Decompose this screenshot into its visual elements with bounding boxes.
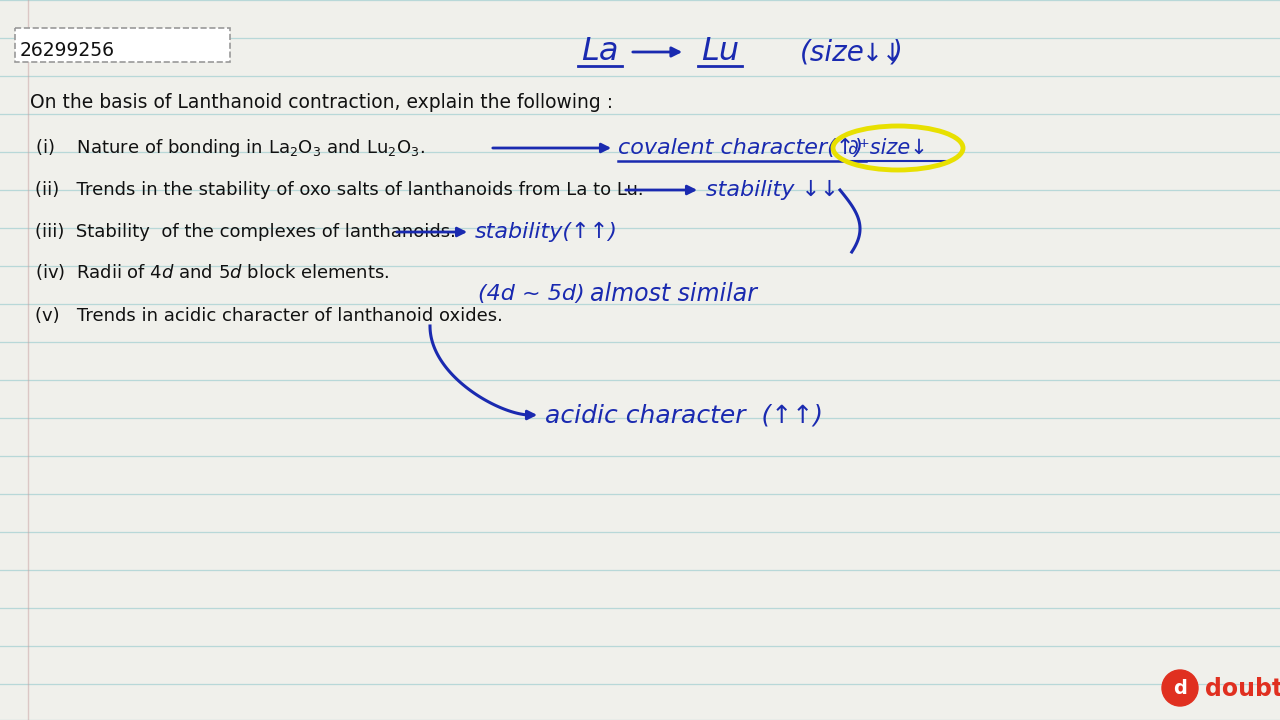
Text: ↓↓: ↓↓ <box>861 42 904 66</box>
Text: (iv)  Radii of 4$d$ and 5$d$ block elements.: (iv) Radii of 4$d$ and 5$d$ block elemen… <box>35 262 389 282</box>
Circle shape <box>1162 670 1198 706</box>
Text: ): ) <box>892 38 902 66</box>
Text: ∂⁺size↓: ∂⁺size↓ <box>849 138 928 158</box>
Text: (iii)  Stability  of the complexes of lanthanoids.: (iii) Stability of the complexes of lant… <box>35 223 456 241</box>
Text: acidic character  (↑↑): acidic character (↑↑) <box>545 403 823 427</box>
Text: (v)   Trends in acidic character of lanthanoid oxides.: (v) Trends in acidic character of lantha… <box>35 307 503 325</box>
Text: Lu: Lu <box>701 37 739 68</box>
Text: On the basis of Lanthanoid contraction, explain the following :: On the basis of Lanthanoid contraction, … <box>29 94 613 112</box>
Text: stability ↓↓: stability ↓↓ <box>707 180 838 200</box>
Text: almost similar: almost similar <box>590 282 756 306</box>
Text: La: La <box>581 37 618 68</box>
Text: 26299256: 26299256 <box>20 42 115 60</box>
Text: d: d <box>1172 680 1187 698</box>
Text: (i)    Nature of bonding in La$_2$O$_3$ and Lu$_2$O$_3$.: (i) Nature of bonding in La$_2$O$_3$ and… <box>35 137 425 159</box>
Text: doubtnut: doubtnut <box>1204 677 1280 701</box>
Text: covalent character(↑): covalent character(↑) <box>618 138 863 158</box>
FancyBboxPatch shape <box>15 28 230 62</box>
Text: (ii)   Trends in the stability of oxo salts of lanthanoids from La to Lu.: (ii) Trends in the stability of oxo salt… <box>35 181 644 199</box>
Text: (size: (size <box>800 38 865 66</box>
Text: stability(↑↑): stability(↑↑) <box>475 222 618 242</box>
Text: (4d ~ 5d): (4d ~ 5d) <box>477 284 585 304</box>
